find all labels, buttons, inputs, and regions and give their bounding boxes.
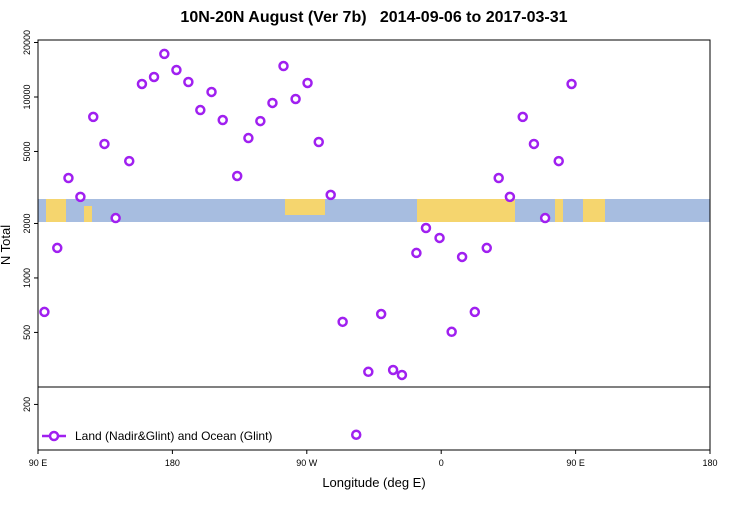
point [255,115,266,127]
point [278,60,289,72]
x-tick-label: 90 E [29,458,48,468]
chart-title: 10N-20N August (Ver 7b) 2014-09-06 to 20… [180,9,567,26]
point [396,369,408,381]
point [75,191,86,203]
point [504,191,516,203]
y-tick-label: 10000 [22,84,32,109]
point [411,247,422,259]
point [231,170,243,182]
point [243,132,254,144]
point [325,189,336,201]
point [136,78,148,90]
y-tick-label: 20000 [22,30,32,55]
point [387,364,399,376]
y-tick-label: 1000 [22,268,32,288]
point [148,71,160,83]
point [566,78,577,90]
point [313,136,324,148]
x-tick-label: 90 E [566,458,585,468]
point [217,114,228,126]
point [267,97,278,109]
y-tick-label: 5000 [22,141,32,161]
point [183,76,194,88]
point [493,172,504,184]
point [363,366,374,378]
x-axis-label: Longitude (deg E) [322,475,425,490]
x-tick-label: 90 W [296,458,318,468]
point [481,242,492,254]
point [375,308,387,320]
point [446,326,457,338]
y-tick-label: 2000 [22,213,32,233]
x-tick-label: 180 [702,458,717,468]
legend-label: Land (Nadir&Glint) and Ocean (Glint) [75,429,272,443]
point [52,242,63,254]
point [206,86,217,98]
point [99,138,110,150]
legend-marker [48,430,60,442]
point [337,316,348,328]
y-tick-label: 500 [22,325,32,340]
point [159,48,170,60]
point [123,155,135,167]
point [528,138,540,150]
point [434,232,445,244]
y-axis-label: N Total [0,225,13,265]
point [88,111,99,123]
x-tick-label: 0 [439,458,444,468]
point [171,64,182,76]
point [195,104,206,116]
x-tick-label: 180 [165,458,180,468]
point [553,155,564,167]
point [110,212,121,224]
point [39,306,50,318]
point [456,251,468,263]
point [350,429,362,440]
y-tick-label: 200 [22,397,32,412]
plot-frame [37,39,711,451]
point [290,93,301,105]
point [420,222,432,234]
map-strip [38,199,710,222]
point [469,306,481,318]
point [63,172,74,184]
point [539,212,551,224]
point [517,111,528,123]
point [302,77,313,89]
